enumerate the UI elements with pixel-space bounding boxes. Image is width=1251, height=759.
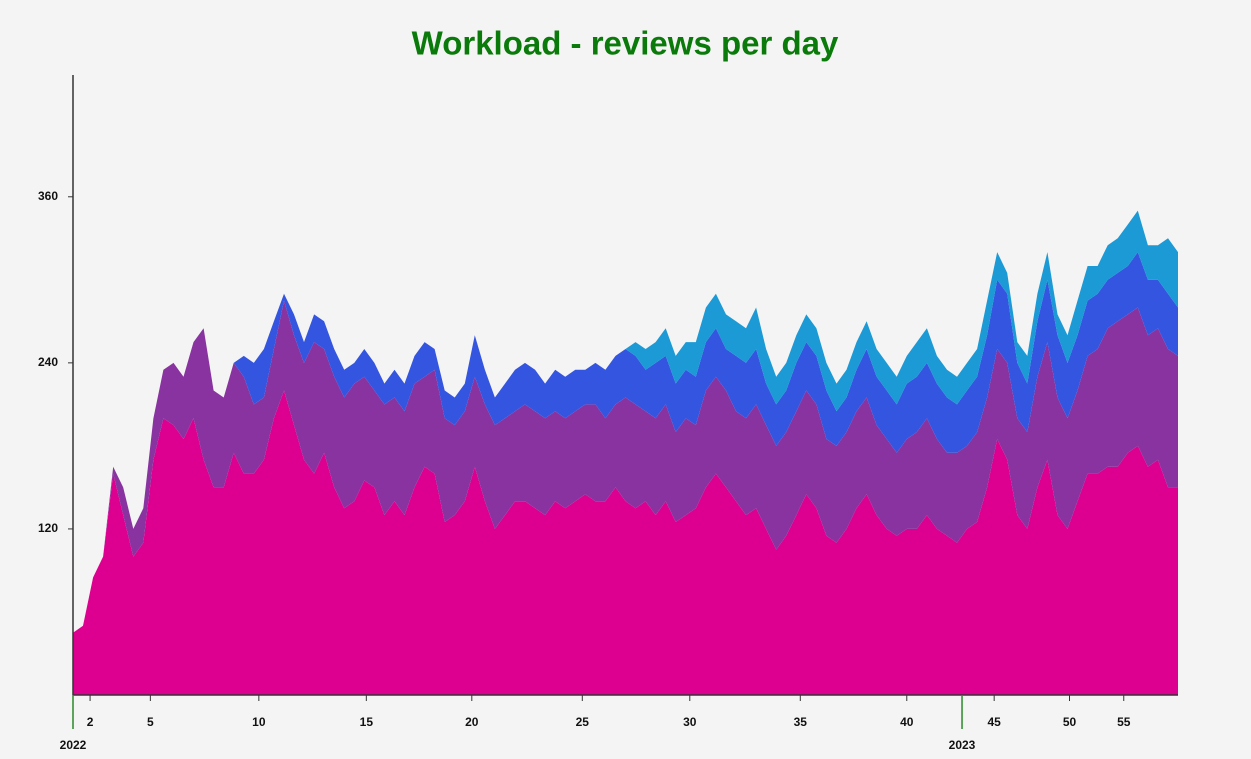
x-tick-label: 15 bbox=[360, 715, 374, 729]
x-tick-label: 5 bbox=[147, 715, 154, 729]
year-label: 2023 bbox=[949, 738, 976, 752]
x-tick-label: 35 bbox=[794, 715, 808, 729]
area-series bbox=[73, 252, 1178, 633]
x-tick-label: 40 bbox=[900, 715, 914, 729]
x-tick-label: 30 bbox=[683, 715, 697, 729]
y-tick-label: 120 bbox=[38, 521, 58, 535]
y-tick-label: 360 bbox=[38, 189, 58, 203]
x-tick-label: 55 bbox=[1117, 715, 1131, 729]
x-tick-label: 50 bbox=[1063, 715, 1077, 729]
area-series bbox=[73, 390, 1178, 695]
y-tick-label: 240 bbox=[38, 355, 58, 369]
year-label: 2022 bbox=[60, 738, 87, 752]
chart-title: Workload - reviews per day bbox=[412, 25, 839, 62]
x-tick-label: 45 bbox=[987, 715, 1001, 729]
x-tick-label: 10 bbox=[252, 715, 266, 729]
x-tick-label: 25 bbox=[576, 715, 590, 729]
area-series bbox=[73, 300, 1178, 633]
x-tick-label: 2 bbox=[87, 715, 94, 729]
x-tick-label: 20 bbox=[465, 715, 479, 729]
